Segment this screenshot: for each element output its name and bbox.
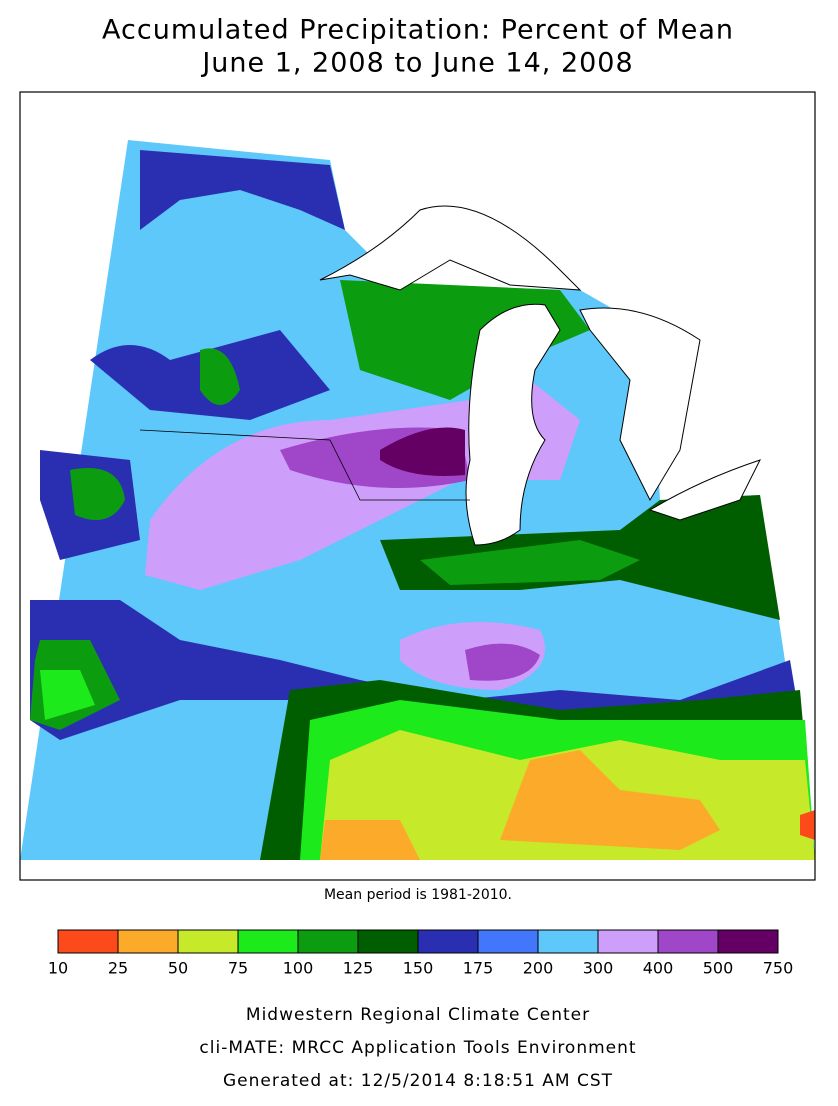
map-frame [19,91,816,881]
legend-swatch [477,929,539,954]
legend-swatch [57,929,119,954]
legend-label: 25 [108,959,128,978]
legend-label: 125 [343,959,374,978]
legend-label: 300 [583,959,614,978]
legend-swatch [297,929,359,954]
legend-label: 50 [168,959,188,978]
legend-label: 10 [48,959,68,978]
legend-label: 100 [283,959,314,978]
legend-swatch [657,929,719,954]
legend-swatch [237,929,299,954]
zone [380,427,465,476]
zone [140,150,345,230]
lake [648,459,761,521]
legend-swatch [717,929,779,954]
footer-line: Generated at: 12/5/2014 8:18:51 AM CST [223,1071,613,1091]
legend-label: 500 [703,959,734,978]
footer-line: Midwestern Regional Climate Center [246,1005,590,1025]
lake [319,205,582,291]
legend: 10 25 50 75 100 125 150 175 200 300 400 500 750 [48,929,794,978]
subtitle: June 1, 2008 to June 14, 2008 [200,48,633,79]
note: Mean period is 1981-2010. [324,887,512,903]
zone [320,820,420,860]
legend-swatch [537,929,599,954]
borders [139,429,470,501]
legend-label: 75 [228,959,248,978]
legend-label: 150 [403,959,434,978]
map [19,91,816,881]
zone [465,643,540,681]
footer-line: cli-MATE: MRCC Application Tools Environ… [199,1038,636,1058]
lake [579,307,701,502]
zone [500,750,720,850]
legend-label: 175 [463,959,494,978]
legend-label: 400 [643,959,674,978]
zone [800,810,815,840]
title: Accumulated Precipitation: Percent of Me… [102,15,734,46]
lake [465,303,561,546]
legend-swatch [177,929,239,954]
legend-swatch [117,929,179,954]
legend-label: 750 [763,959,794,978]
zone [200,348,240,405]
legend-swatch [597,929,659,954]
legend-label: 200 [523,959,554,978]
legend-swatch [357,929,419,954]
zone [420,540,640,585]
zone [70,468,125,520]
zone [40,670,95,720]
legend-swatch [417,929,479,954]
zone [30,600,800,740]
